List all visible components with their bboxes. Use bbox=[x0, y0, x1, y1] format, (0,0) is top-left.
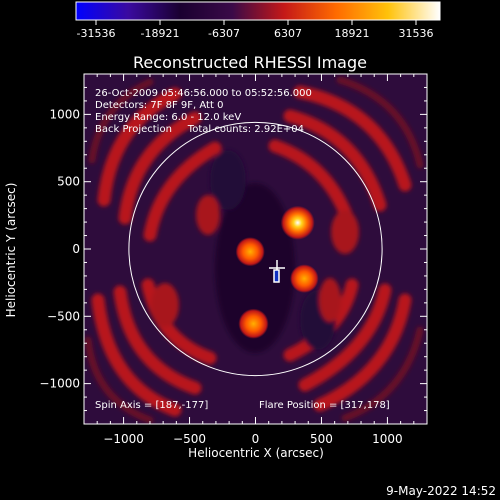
x-tick-label: 0 bbox=[252, 432, 260, 446]
method-counts-label: Back Projection Total counts: 2.92E+04 bbox=[95, 124, 304, 135]
y-tick-label: 0 bbox=[72, 242, 80, 256]
spin-axis-label: Spin Axis = [187,-177] bbox=[95, 400, 208, 411]
spin-axis-blue-spot bbox=[273, 269, 280, 283]
colorbar: -31536 -18921 -6307 6307 18921 31536 bbox=[75, 1, 441, 40]
colorbar-tick-label: -31536 bbox=[77, 27, 116, 40]
x-tick-label: 1000 bbox=[372, 432, 403, 446]
solar-limb-circle bbox=[128, 121, 383, 377]
y-tick-label: 500 bbox=[57, 175, 80, 189]
y-tick-label: −1000 bbox=[39, 377, 80, 391]
colorbar-ticks: -31536 -18921 -6307 6307 18921 31536 bbox=[77, 20, 434, 40]
colorbar-tick-label: 18921 bbox=[335, 27, 370, 40]
time-range-label: 26-Oct-2009 05:46:56.000 to 05:52:56.000 bbox=[95, 88, 312, 99]
spin-axis-marker bbox=[269, 260, 285, 283]
annotations: 26-Oct-2009 05:46:56.000 to 05:52:56.000… bbox=[95, 88, 390, 411]
colorbar-tick-label: 6307 bbox=[274, 27, 302, 40]
fringe-pattern bbox=[84, 76, 424, 424]
colorbar-tick-label: -18921 bbox=[141, 27, 180, 40]
x-tick-label: 500 bbox=[310, 432, 333, 446]
hot-sources bbox=[235, 205, 319, 339]
heatmap-image bbox=[84, 74, 427, 424]
source-blob bbox=[290, 264, 319, 293]
source-blob bbox=[280, 205, 315, 240]
source-blob bbox=[238, 308, 269, 339]
flare-position-label: Flare Position = [317,178] bbox=[259, 400, 390, 411]
colorbar-gradient bbox=[75, 1, 441, 21]
y-axis-label: Heliocentric Y (arcsec) bbox=[4, 183, 18, 318]
chart-title: Reconstructed RHESSI Image bbox=[133, 53, 367, 72]
detectors-label: Detectors: 7F 8F 9F, Att 0 bbox=[95, 100, 223, 111]
colorbar-tick-label: -6307 bbox=[208, 27, 240, 40]
colorbar-tick-label: 31536 bbox=[399, 27, 434, 40]
x-tick-label: −1000 bbox=[103, 432, 144, 446]
x-axis-label: Heliocentric X (arcsec) bbox=[188, 446, 324, 460]
axes: −1000 −500 0 500 1000 −1000 −500 0 500 1000 bbox=[39, 74, 427, 446]
y-tick-label: 1000 bbox=[49, 107, 80, 121]
energy-range-label: Energy Range: 6.0 - 12.0 keV bbox=[95, 112, 241, 123]
timestamp: 9-May-2022 14:52 bbox=[386, 484, 496, 498]
x-tick-label: −500 bbox=[173, 432, 206, 446]
y-tick-label: −500 bbox=[47, 309, 80, 323]
source-blob bbox=[235, 237, 265, 267]
